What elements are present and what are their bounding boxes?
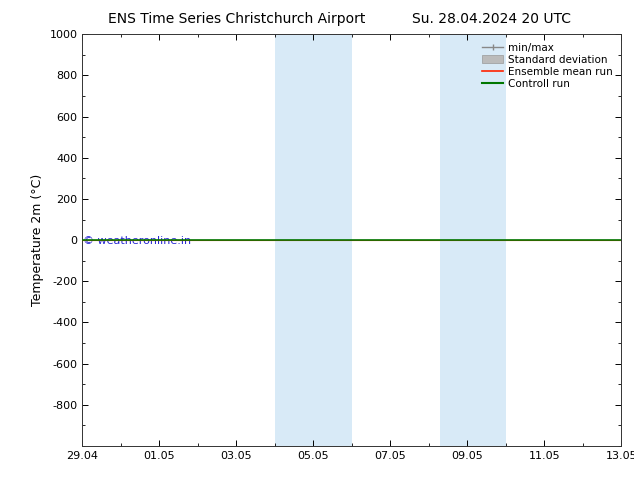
Bar — [302, 34, 352, 446]
Y-axis label: Temperature 2m (°C): Temperature 2m (°C) — [31, 174, 44, 306]
Legend: min/max, Standard deviation, Ensemble mean run, Controll run: min/max, Standard deviation, Ensemble me… — [479, 40, 616, 92]
Bar — [467, 34, 506, 446]
Text: ENS Time Series Christchurch Airport: ENS Time Series Christchurch Airport — [108, 12, 365, 26]
Bar — [441, 34, 467, 446]
Bar — [275, 34, 302, 446]
Text: Su. 28.04.2024 20 UTC: Su. 28.04.2024 20 UTC — [412, 12, 571, 26]
Text: © weatheronline.in: © weatheronline.in — [83, 236, 191, 246]
